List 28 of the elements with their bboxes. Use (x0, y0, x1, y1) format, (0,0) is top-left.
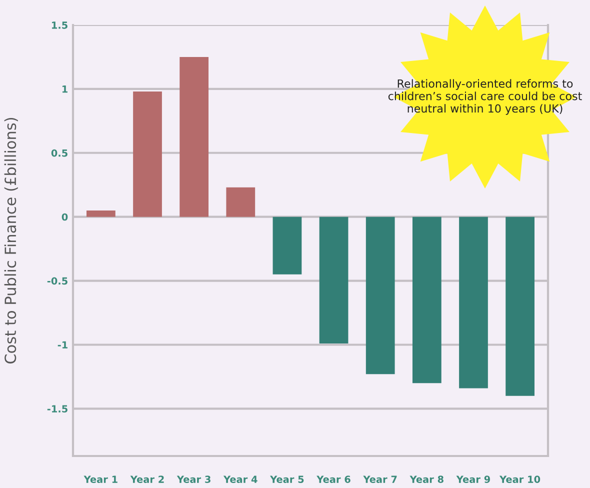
x-tick-label: Year 7 (363, 476, 397, 483)
y-tick-label: -1 (58, 341, 68, 348)
x-tick-label: Year 2 (130, 476, 164, 483)
bar (226, 187, 256, 217)
x-tick-label: Year 5 (270, 476, 304, 483)
x-tick-label: Year 3 (176, 476, 210, 483)
bar (506, 216, 534, 396)
y-axis-title: Cost to Public Finance (£billions) (4, 118, 18, 364)
bar (412, 216, 442, 384)
bar (366, 216, 395, 374)
y-tick-label: 1 (62, 86, 68, 93)
y-tick-label: 1.5 (52, 22, 68, 29)
bar (272, 216, 302, 274)
x-tick-label: Year 4 (223, 476, 258, 483)
bar (459, 216, 488, 388)
x-tick-label: Year 8 (410, 476, 444, 483)
y-tick-label: -0.5 (47, 277, 68, 285)
y-tick-label: -1.5 (47, 405, 68, 413)
bar (180, 56, 209, 217)
y-tick-label: 0.5 (51, 149, 68, 157)
x-tick-label: Year 9 (456, 476, 490, 483)
y-tick-label: 0 (62, 213, 68, 221)
bar (133, 92, 162, 217)
x-tick-label: Year 10 (499, 476, 540, 483)
bar (319, 216, 348, 344)
bar (86, 210, 116, 217)
x-tick-label: Year 6 (316, 476, 350, 483)
x-tick-label: Year 1 (84, 476, 118, 483)
